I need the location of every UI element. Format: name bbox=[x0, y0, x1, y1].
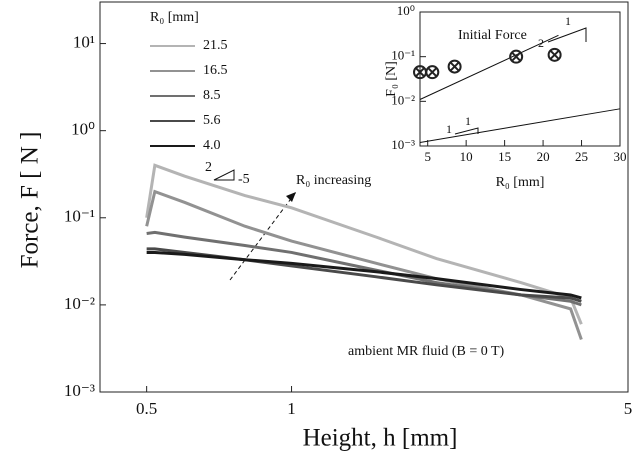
marker-cross bbox=[415, 67, 425, 77]
y-tick-label: 10⁻³ bbox=[391, 137, 415, 152]
x-axis-label: Height, h [mm] bbox=[303, 425, 458, 452]
series-line bbox=[146, 230, 582, 307]
x-tick-label: 20 bbox=[537, 149, 550, 164]
slope-triangle bbox=[454, 127, 479, 135]
x-tick-label: 15 bbox=[498, 149, 511, 164]
fit-line bbox=[419, 34, 559, 100]
marker bbox=[425, 65, 440, 80]
series-line bbox=[145, 163, 583, 325]
y-tick-label: 10¹ bbox=[73, 32, 95, 51]
y-tick-label: 10⁻² bbox=[391, 92, 415, 107]
marker-ring bbox=[509, 49, 524, 64]
x-tick-label: 0.5 bbox=[136, 399, 157, 418]
y-tick-label: 10⁻¹ bbox=[64, 207, 95, 226]
x-tick-label: 1 bbox=[287, 399, 296, 418]
marker-ring bbox=[425, 65, 440, 80]
marker-cross bbox=[511, 51, 521, 62]
arrow-head bbox=[286, 192, 296, 202]
y-tick-label: 10⁻² bbox=[64, 294, 95, 313]
marker bbox=[447, 59, 462, 74]
inset-annotation: Initial Force bbox=[458, 28, 527, 43]
slope-triangle bbox=[213, 169, 235, 181]
legend-label: 8.5 bbox=[203, 88, 221, 103]
legend-label: 21.5 bbox=[203, 38, 228, 53]
annotation: 2 bbox=[205, 160, 212, 175]
inset-annotation: 1 bbox=[465, 114, 471, 128]
annotation: R₀ increasing bbox=[296, 173, 371, 188]
marker bbox=[547, 47, 562, 62]
series-line bbox=[146, 247, 582, 303]
y-tick-label: 10⁰ bbox=[71, 120, 95, 139]
main-frame bbox=[99, 1, 629, 393]
x-tick-label: 5 bbox=[624, 399, 632, 418]
marker-ring bbox=[447, 59, 462, 74]
legend-title: R₀ [mm] bbox=[150, 10, 199, 25]
inset-frame bbox=[419, 11, 621, 147]
marker-cross bbox=[449, 61, 460, 72]
y-tick-label: 10⁻³ bbox=[64, 381, 95, 400]
inset-annotation: 1 bbox=[565, 14, 571, 28]
fit-line bbox=[419, 108, 621, 143]
inset-annotation: 1 bbox=[446, 122, 452, 136]
y-tick-label: 10⁰ bbox=[397, 3, 415, 18]
legend-label: 16.5 bbox=[203, 63, 228, 78]
x-tick-label: 30 bbox=[614, 149, 627, 164]
y-tick-label: 10⁻¹ bbox=[391, 48, 415, 63]
inset-x-label: R₀ [mm] bbox=[496, 175, 545, 190]
annotation: -5 bbox=[238, 172, 250, 187]
series-line bbox=[145, 189, 583, 341]
legend-label: 4.0 bbox=[203, 138, 221, 153]
slope-triangle bbox=[547, 27, 587, 43]
x-tick-label: 5 bbox=[424, 149, 431, 164]
x-tick-label: 10 bbox=[460, 149, 473, 164]
inset-annotation: 2 bbox=[538, 36, 544, 50]
inset-y-label: F₀ [N] bbox=[384, 61, 399, 97]
x-tick-label: 25 bbox=[575, 149, 588, 164]
marker-cross bbox=[549, 50, 560, 60]
marker-cross bbox=[427, 67, 438, 77]
series-line bbox=[146, 250, 582, 300]
marker-ring bbox=[547, 47, 562, 62]
annotation: ambient MR fluid (B = 0 T) bbox=[348, 344, 505, 359]
legend-label: 5.6 bbox=[203, 113, 221, 128]
y-axis-label: Force, F [ N ] bbox=[17, 132, 44, 269]
marker bbox=[509, 49, 524, 64]
